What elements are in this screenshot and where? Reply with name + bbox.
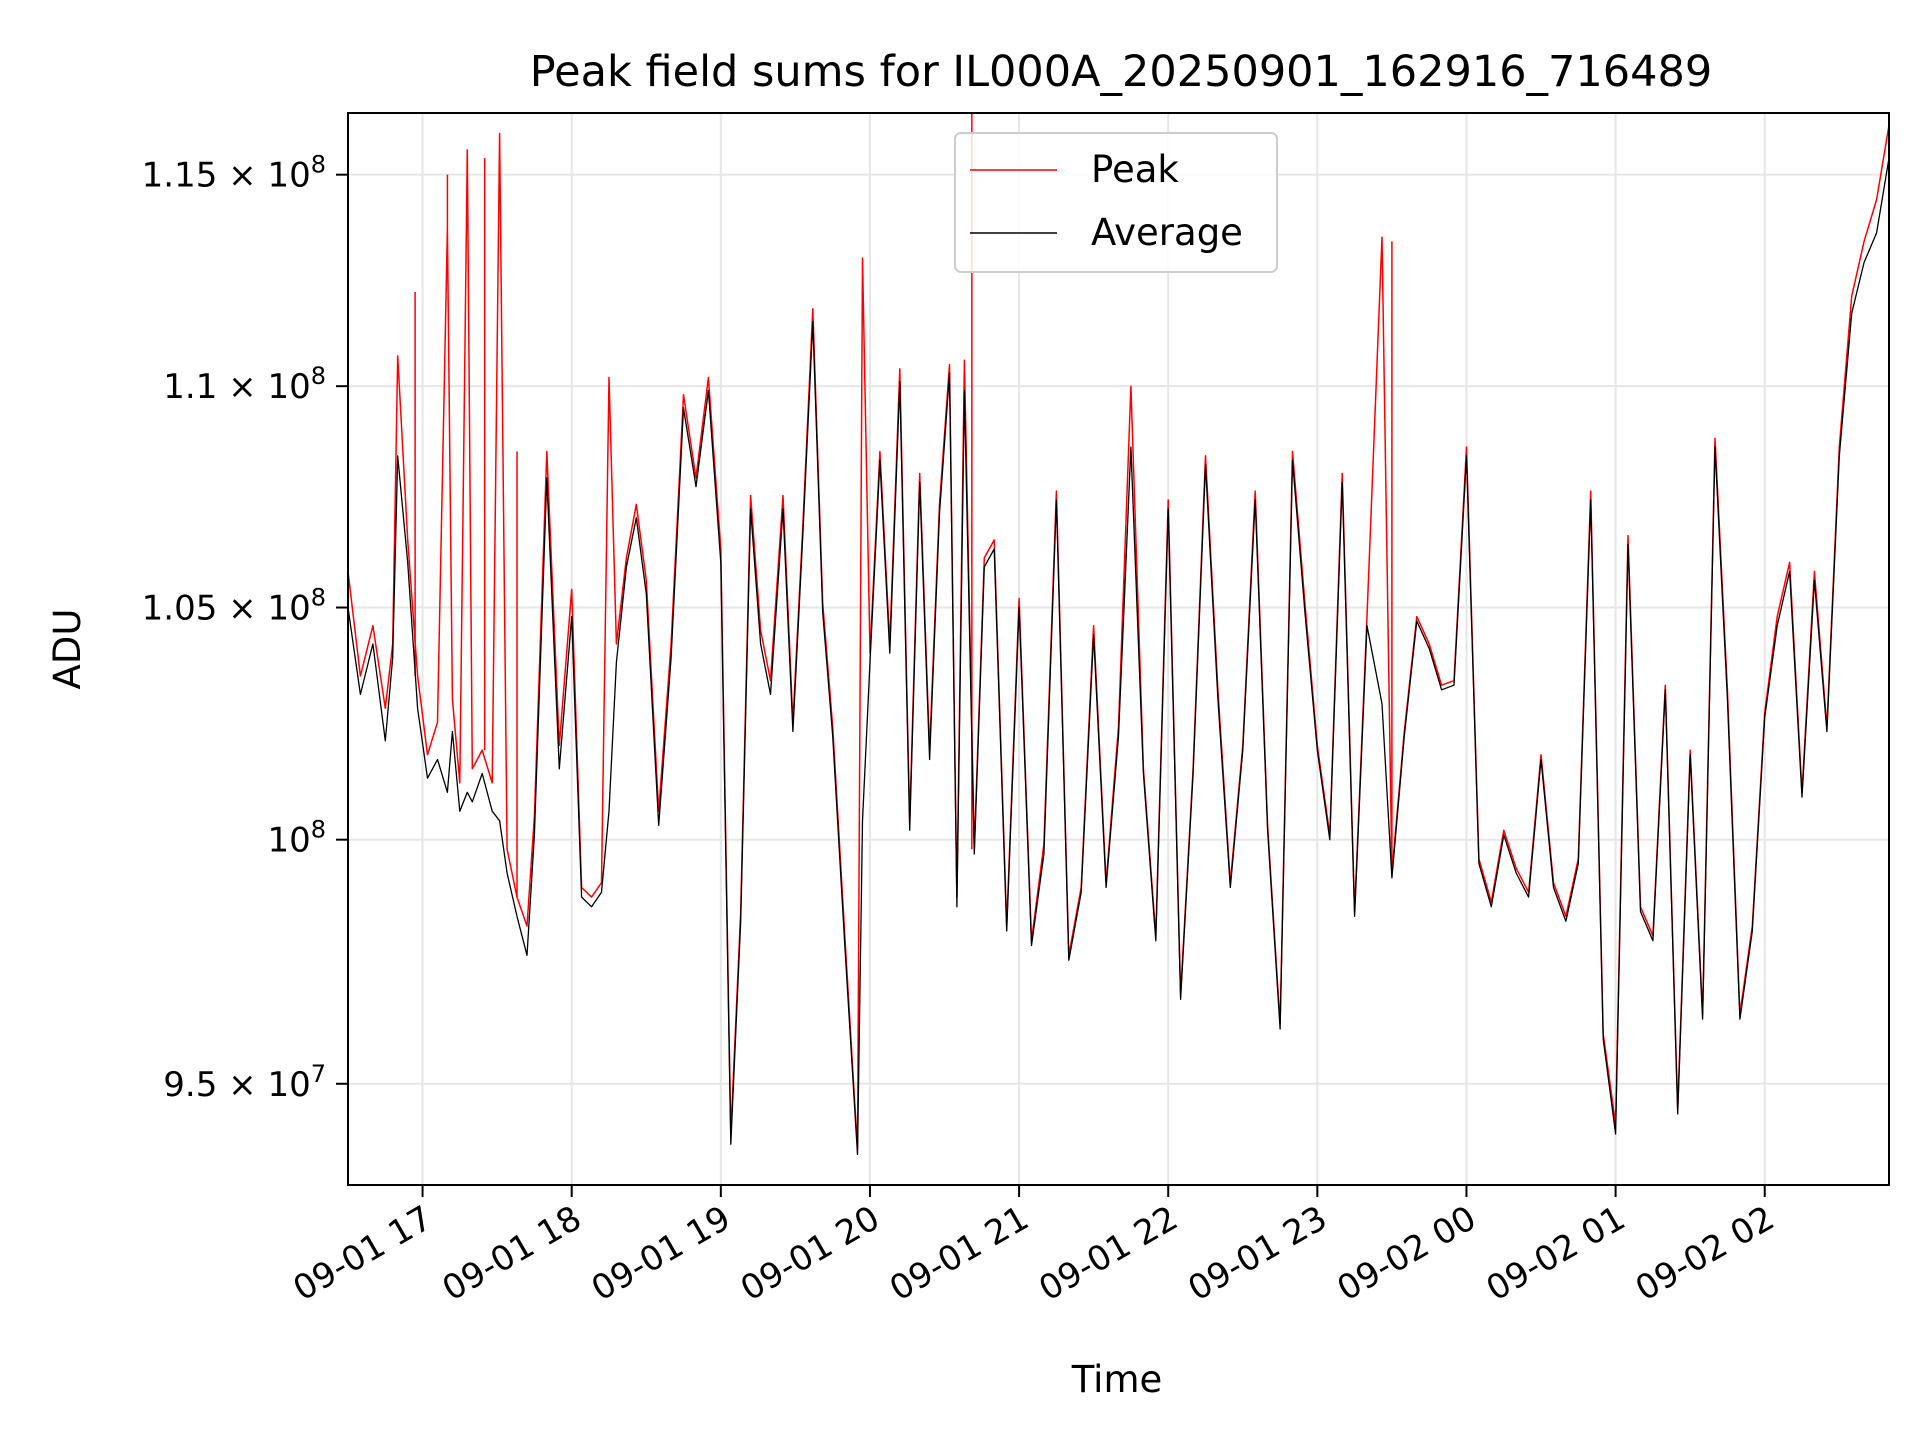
plot-frame (347, 112, 1890, 1186)
y-tick-label: 108 (267, 816, 326, 861)
chart-title: Peak field sums for IL000A_20250901_1629… (530, 47, 1712, 97)
series-line-average (347, 157, 1890, 1156)
y-axis: 9.5 × 107 108 1.05 × 108 1.1 × 108 1.15 × 10… (142, 151, 348, 1105)
y-tick-label: 1.05 × 108 (142, 584, 326, 629)
legend: Peak Average (954, 132, 1278, 273)
y-tick-label: 1.15 × 108 (142, 151, 326, 196)
legend-frame (954, 132, 1278, 273)
legend-label-peak: Peak (1091, 148, 1179, 191)
x-axis-label: Time (1071, 1358, 1163, 1401)
y-tick-label: 1.1 × 108 (163, 362, 326, 407)
series-layer (347, 125, 1890, 1156)
legend-label-average: Average (1091, 211, 1243, 254)
y-axis-label: ADU (46, 609, 89, 690)
y-tick-label: 9.5 × 107 (163, 1060, 326, 1105)
